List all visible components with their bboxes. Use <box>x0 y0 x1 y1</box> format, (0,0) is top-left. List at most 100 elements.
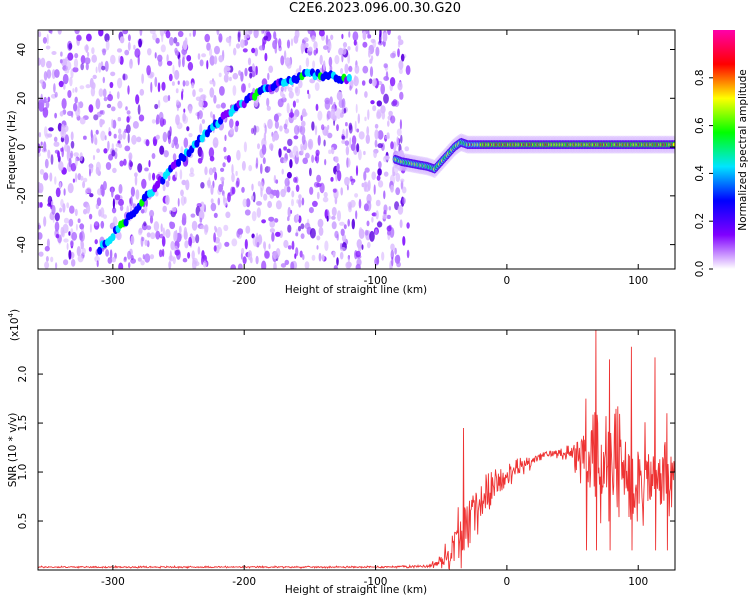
noise-speck <box>166 54 169 63</box>
noise-speck <box>351 180 354 186</box>
noise-speck <box>49 172 53 182</box>
noise-speck <box>111 106 116 112</box>
noise-speck <box>157 82 161 93</box>
noise-speck <box>201 250 205 259</box>
noise-speck <box>218 55 224 63</box>
noise-speck <box>300 145 304 155</box>
noise-speck <box>55 187 61 198</box>
noise-speck <box>355 88 358 95</box>
noise-speck <box>383 171 389 177</box>
heatmap-plot <box>38 30 675 269</box>
noise-speck <box>62 203 66 213</box>
noise-speck <box>397 205 404 215</box>
noise-speck <box>184 80 190 87</box>
noise-speck <box>291 240 295 250</box>
bottom-xlabel: Height of straight line (km) <box>285 584 427 596</box>
noise-speck <box>127 85 130 95</box>
noise-speck <box>362 31 367 41</box>
noise-speck <box>388 206 391 211</box>
noise-speck <box>243 141 247 153</box>
noise-speck <box>280 86 284 92</box>
noise-speck <box>197 246 201 255</box>
noise-speck <box>374 129 379 140</box>
noise-speck <box>349 199 356 208</box>
noise-speck <box>153 221 160 232</box>
noise-speck <box>350 143 356 152</box>
noise-speck <box>375 199 381 207</box>
noise-speck <box>259 181 264 192</box>
noise-speck <box>209 48 213 57</box>
bottom-ytick-label: 2.0 <box>17 366 29 383</box>
noise-speck <box>356 143 360 153</box>
noise-speck <box>51 204 56 215</box>
noise-speck <box>321 124 325 131</box>
noise-speck <box>59 59 63 64</box>
noise-speck <box>101 65 106 71</box>
noise-speck <box>264 52 268 62</box>
noise-speck <box>80 55 86 64</box>
noise-speck <box>326 215 329 222</box>
noise-speck <box>330 34 334 40</box>
noise-speck <box>395 187 401 196</box>
noise-speck <box>84 57 91 65</box>
noise-speck <box>148 172 152 181</box>
noise-speck <box>329 96 333 105</box>
noise-speck <box>160 223 163 233</box>
noise-speck <box>378 32 382 44</box>
noise-speck <box>85 44 89 53</box>
noise-speck <box>173 37 178 44</box>
noise-speck <box>152 172 156 181</box>
noise-speck <box>293 135 299 140</box>
noise-speck <box>112 221 116 228</box>
noise-speck <box>71 259 76 267</box>
noise-speck <box>336 257 339 266</box>
noise-speck <box>231 186 236 195</box>
noise-speck <box>116 91 120 100</box>
noise-speck <box>289 159 293 169</box>
noise-speck <box>77 254 84 263</box>
colorbar-tick-label: 0.8 <box>694 69 706 86</box>
noise-speck <box>91 82 96 90</box>
noise-speck <box>295 232 299 237</box>
noise-speck <box>383 63 388 69</box>
noise-speck <box>59 207 63 213</box>
noise-speck <box>248 82 251 89</box>
noise-speck <box>406 222 410 229</box>
noise-speck <box>375 210 379 220</box>
noise-speck <box>63 238 69 243</box>
noise-speck <box>354 64 360 74</box>
noise-speck <box>119 160 124 167</box>
noise-speck <box>165 194 170 206</box>
noise-speck <box>316 235 321 241</box>
top-xtick-label: 0 <box>504 275 511 287</box>
noise-speck <box>199 123 203 134</box>
noise-speck <box>162 227 165 238</box>
noise-speck <box>89 193 94 198</box>
noise-speck <box>370 100 375 105</box>
noise-speck <box>311 254 316 261</box>
noise-speck <box>383 204 388 213</box>
noise-speck <box>286 102 290 114</box>
noise-speck <box>140 209 145 214</box>
noise-speck <box>334 230 339 239</box>
noise-speck <box>175 88 179 94</box>
noise-speck <box>364 184 370 193</box>
top-xtick-label: -300 <box>101 275 125 287</box>
noise-speck <box>146 232 151 238</box>
noise-speck <box>390 249 394 260</box>
noise-speck <box>51 200 54 206</box>
noise-speck <box>213 245 217 252</box>
noise-speck <box>185 179 190 191</box>
noise-speck <box>376 100 382 107</box>
noise-speck <box>63 259 69 266</box>
noise-speck <box>68 157 72 168</box>
noise-speck <box>261 144 267 155</box>
noise-speck <box>369 58 373 64</box>
noise-speck <box>220 167 225 172</box>
noise-speck <box>355 250 361 258</box>
snr-series-line <box>38 330 675 570</box>
noise-speck <box>102 48 106 56</box>
noise-speck <box>118 133 123 141</box>
